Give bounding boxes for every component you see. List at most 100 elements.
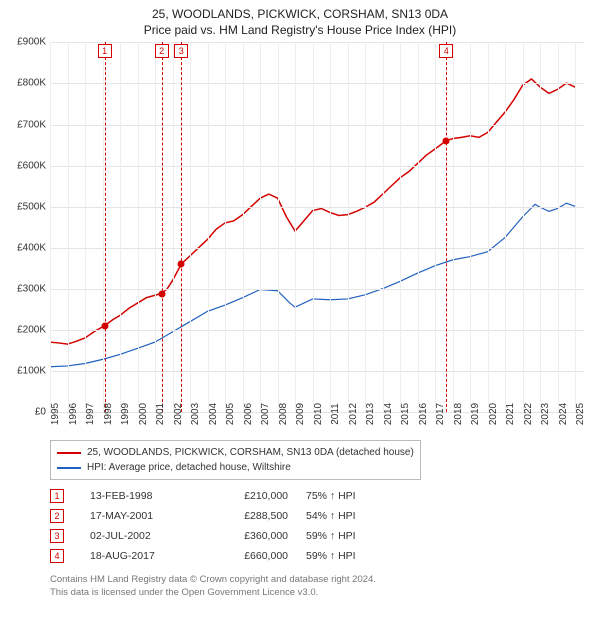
x-tick-label: 2003	[190, 403, 201, 425]
event-row-marker: 1	[50, 489, 64, 503]
event-row-pct: 59% ↑ HPI	[306, 530, 406, 542]
x-gridline	[68, 42, 69, 412]
event-point-2	[158, 290, 165, 297]
x-gridline	[575, 42, 576, 412]
x-gridline	[383, 42, 384, 412]
legend-row-property: 25, WOODLANDS, PICKWICK, CORSHAM, SN13 0…	[57, 445, 414, 460]
x-tick-label: 2019	[470, 403, 481, 425]
event-marker-2: 2	[155, 44, 169, 58]
x-gridline	[488, 42, 489, 412]
event-row-marker: 3	[50, 529, 64, 543]
x-tick-label: 2017	[435, 403, 446, 425]
event-row-4: 418-AUG-2017£660,00059% ↑ HPI	[50, 546, 592, 566]
y-tick-label: £0	[35, 407, 46, 418]
event-point-4	[443, 138, 450, 145]
event-line-4	[446, 42, 447, 412]
x-gridline	[260, 42, 261, 412]
x-gridline	[295, 42, 296, 412]
y-gridline	[50, 83, 584, 84]
x-tick-label: 2005	[225, 403, 236, 425]
y-gridline	[50, 207, 584, 208]
legend-label-hpi: HPI: Average price, detached house, Wilt…	[87, 460, 291, 475]
y-gridline	[50, 166, 584, 167]
event-row-price: £660,000	[208, 550, 288, 562]
y-axis: £0£100K£200K£300K£400K£500K£600K£700K£80…	[8, 42, 48, 412]
event-row-price: £288,500	[208, 510, 288, 522]
x-tick-label: 1996	[68, 403, 79, 425]
x-tick-label: 2024	[558, 403, 569, 425]
x-tick-label: 1997	[85, 403, 96, 425]
event-row-date: 18-AUG-2017	[90, 550, 190, 562]
y-gridline	[50, 42, 584, 43]
x-gridline	[120, 42, 121, 412]
x-gridline	[505, 42, 506, 412]
chart-title: 25, WOODLANDS, PICKWICK, CORSHAM, SN13 0…	[8, 6, 592, 38]
x-tick-label: 2004	[208, 403, 219, 425]
x-gridline	[523, 42, 524, 412]
event-row-2: 217-MAY-2001£288,50054% ↑ HPI	[50, 506, 592, 526]
event-row-3: 302-JUL-2002£360,00059% ↑ HPI	[50, 526, 592, 546]
x-tick-label: 2000	[138, 403, 149, 425]
x-gridline	[190, 42, 191, 412]
x-gridline	[348, 42, 349, 412]
legend-row-hpi: HPI: Average price, detached house, Wilt…	[57, 460, 414, 475]
footer-line-1: Contains HM Land Registry data © Crown c…	[50, 574, 592, 587]
y-tick-label: £500K	[17, 201, 46, 212]
event-line-2	[162, 42, 163, 412]
event-row-price: £360,000	[208, 530, 288, 542]
events-table: 113-FEB-1998£210,00075% ↑ HPI217-MAY-200…	[50, 486, 592, 566]
x-gridline	[85, 42, 86, 412]
event-marker-4: 4	[439, 44, 453, 58]
x-gridline	[558, 42, 559, 412]
y-gridline	[50, 371, 584, 372]
plot-region: 1234	[50, 42, 584, 412]
event-row-marker: 2	[50, 509, 64, 523]
x-tick-label: 2006	[243, 403, 254, 425]
x-tick-label: 2021	[505, 403, 516, 425]
y-tick-label: £700K	[17, 119, 46, 130]
y-gridline	[50, 125, 584, 126]
y-tick-label: £900K	[17, 37, 46, 48]
x-gridline	[208, 42, 209, 412]
x-tick-label: 2013	[365, 403, 376, 425]
event-row-1: 113-FEB-1998£210,00075% ↑ HPI	[50, 486, 592, 506]
legend-label-property: 25, WOODLANDS, PICKWICK, CORSHAM, SN13 0…	[87, 445, 414, 460]
x-tick-label: 2016	[418, 403, 429, 425]
x-tick-label: 2020	[488, 403, 499, 425]
x-gridline	[173, 42, 174, 412]
x-gridline	[103, 42, 104, 412]
x-gridline	[435, 42, 436, 412]
x-gridline	[225, 42, 226, 412]
y-gridline	[50, 289, 584, 290]
event-row-date: 13-FEB-1998	[90, 490, 190, 502]
event-row-pct: 75% ↑ HPI	[306, 490, 406, 502]
chart-container: 25, WOODLANDS, PICKWICK, CORSHAM, SN13 0…	[0, 0, 600, 620]
x-tick-label: 2002	[173, 403, 184, 425]
event-row-date: 17-MAY-2001	[90, 510, 190, 522]
x-gridline	[138, 42, 139, 412]
y-tick-label: £600K	[17, 160, 46, 171]
x-gridline	[50, 42, 51, 412]
y-tick-label: £100K	[17, 366, 46, 377]
x-tick-label: 2009	[295, 403, 306, 425]
x-tick-label: 2022	[523, 403, 534, 425]
footer-line-2: This data is licensed under the Open Gov…	[50, 587, 592, 600]
event-point-1	[101, 323, 108, 330]
x-gridline	[470, 42, 471, 412]
x-tick-label: 2014	[383, 403, 394, 425]
x-axis: 1995199619971998199920002001200220032004…	[50, 414, 584, 438]
x-gridline	[400, 42, 401, 412]
x-tick-label: 2012	[348, 403, 359, 425]
title-line-1: 25, WOODLANDS, PICKWICK, CORSHAM, SN13 0…	[8, 6, 592, 22]
y-gridline	[50, 248, 584, 249]
x-gridline	[278, 42, 279, 412]
x-tick-label: 2018	[453, 403, 464, 425]
x-tick-label: 2011	[330, 404, 341, 426]
legend: 25, WOODLANDS, PICKWICK, CORSHAM, SN13 0…	[50, 440, 421, 480]
title-line-2: Price paid vs. HM Land Registry's House …	[8, 22, 592, 38]
x-tick-label: 2023	[540, 403, 551, 425]
x-gridline	[453, 42, 454, 412]
x-gridline	[540, 42, 541, 412]
x-tick-label: 1995	[50, 403, 61, 425]
y-tick-label: £300K	[17, 284, 46, 295]
